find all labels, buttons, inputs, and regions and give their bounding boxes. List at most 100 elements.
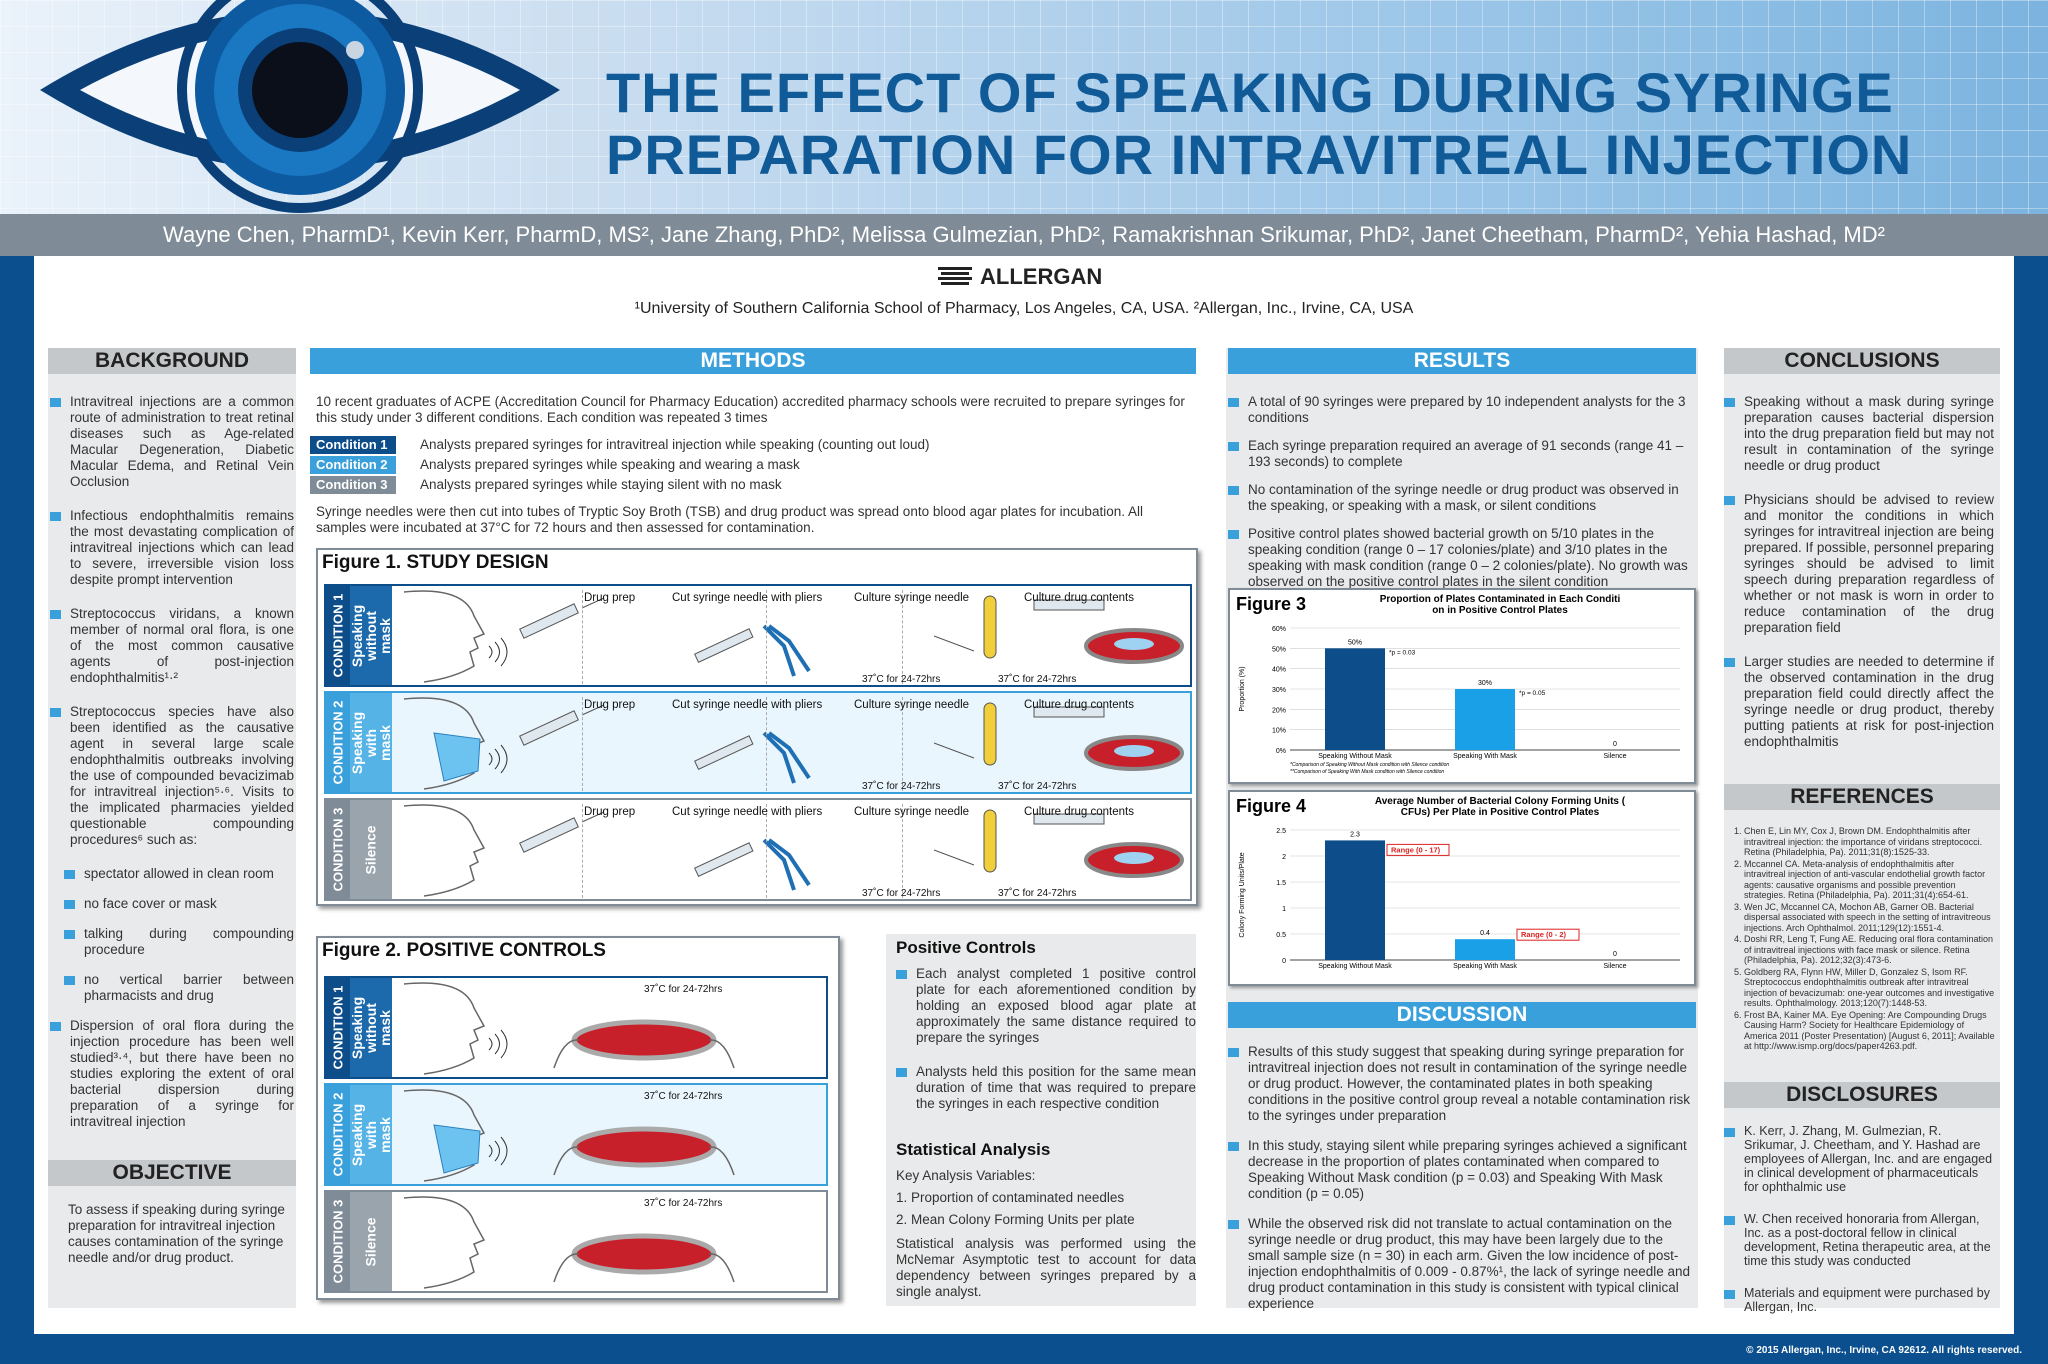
incubation-label: 37˚C for 24-72hrs: [644, 1091, 723, 1102]
mask-shape: [433, 1124, 481, 1174]
conclusions-item: Speaking without a mask during syringe p…: [1724, 394, 1994, 474]
y-tick-label: 30%: [1272, 687, 1286, 694]
tube-shape: [983, 595, 997, 659]
row-description: Silence: [350, 1192, 392, 1291]
row-condition-text: CONDITION 3: [330, 807, 346, 892]
row-description-text: Silence: [363, 824, 379, 875]
row-condition-text: CONDITION 1: [330, 593, 346, 678]
right-border: [2014, 256, 2048, 1334]
step-label: Drug prep: [584, 806, 636, 818]
chart-title-line: CFUs) Per Plate in Positive Control Plat…: [1401, 807, 1600, 818]
chart-title-line: Proportion of Plates Contaminated in Eac…: [1380, 594, 1621, 605]
step-divider: [582, 697, 583, 791]
reference-item: Mccannel CA. Meta-analysis of endophthal…: [1744, 859, 1996, 901]
hands-outline: [553, 1253, 735, 1283]
allergan-logo-icon: [938, 267, 972, 285]
drug-spread-shape: [1114, 745, 1154, 757]
sa-line: 2. Mean Colony Forming Units per plate: [896, 1212, 1135, 1227]
row-description: Speaking with mask: [349, 1085, 393, 1184]
incubation-label: 37˚C for 24-72hrs: [862, 674, 941, 685]
range-label: Range (0 - 2): [1521, 930, 1567, 939]
study-illustration: [403, 590, 1184, 683]
results-item: Positive control plates showed bacterial…: [1228, 526, 1696, 590]
row-condition-label: CONDITION 2: [326, 693, 350, 792]
y-tick-label: 2.5: [1276, 828, 1286, 835]
y-tick-label: 60%: [1272, 626, 1286, 633]
figure-1-row: CONDITION 3 Silence Drug prep Cut syringe n…: [324, 798, 1192, 901]
step-label: Drug prep: [584, 699, 636, 711]
discussion-item: Results of this study suggest that speak…: [1228, 1044, 1696, 1124]
step-label: Culture drug contents: [1024, 592, 1134, 604]
row-condition-label: CONDITION 2: [326, 1085, 350, 1184]
row-description-text: Silence: [363, 1216, 379, 1267]
syringe-shape: [1033, 599, 1105, 611]
chart-footnote: *Comparison of Speaking Without Mask con…: [1290, 762, 1449, 768]
methods-intro: 10 recent graduates of ACPE (Accreditati…: [316, 394, 1185, 425]
conclusions-heading: CONCLUSIONS: [1724, 348, 2000, 374]
background-heading: BACKGROUND: [48, 348, 296, 374]
syringe-shape: [694, 842, 754, 877]
x-tick-label: Silence: [1604, 963, 1627, 970]
pliers-shape: [762, 731, 811, 784]
x-tick-label: Speaking With Mask: [1453, 963, 1517, 970]
incubation-label: 37˚C for 24-72hrs: [644, 984, 723, 995]
y-tick-label: 2: [1282, 854, 1286, 861]
needle-shape: [581, 597, 605, 609]
face-outline: [403, 982, 486, 1075]
row-description-text: Speaking with mask: [349, 711, 393, 774]
significance-annotation: *p = 0.05: [1519, 690, 1546, 697]
row-description: Speaking without mask: [349, 978, 393, 1077]
authors: Wayne Chen, PharmD¹, Kevin Kerr, PharmD,…: [0, 214, 2048, 256]
background-list: Intravitreal injections are a common rou…: [50, 394, 294, 1148]
range-box: [1386, 843, 1450, 856]
condition-2-label: Condition 2: [310, 456, 396, 474]
figure-3: Figure 3 Proportion of Plates Contaminate…: [1228, 588, 1696, 784]
methods-after: Syringe needles were then cut into tubes…: [316, 504, 1143, 535]
step-label: Cut syringe needle with pliers: [672, 592, 823, 604]
results-item: A total of 90 syringes were prepared by …: [1228, 394, 1696, 426]
needle-shape: [581, 811, 605, 823]
row-condition-text: CONDITION 2: [330, 1092, 346, 1177]
conclusions-item: Physicians should be advised to review a…: [1724, 492, 1994, 636]
references-list: Chen E, Lin MY, Cox J, Brown DM. Endopht…: [1730, 826, 1996, 1053]
background-subitem: no vertical barrier between pharmacists …: [50, 972, 294, 1004]
row-condition-label: CONDITION 3: [326, 800, 350, 899]
discussion-item: While the observed risk did not translat…: [1228, 1216, 1696, 1312]
chart-footnote: **Comparison of Speaking With Mask condi…: [1290, 769, 1444, 775]
conclusions-item: Larger studies are needed to determine i…: [1724, 654, 1994, 750]
left-border: [0, 256, 34, 1334]
step-label: Culture syringe needle: [854, 806, 970, 818]
speech-waves: [488, 637, 508, 667]
study-illustration: [403, 804, 1184, 897]
needle-shape: [933, 849, 975, 866]
title-line-2: PREPARATION FOR INTRAVITREAL INJECTION: [606, 123, 1913, 186]
range-label: Range (0 - 17): [1391, 845, 1441, 854]
disclosures-heading: DISCLOSURES: [1724, 1082, 2000, 1108]
step-divider: [902, 590, 903, 684]
figure-1-row: CONDITION 1 Speaking without mask Drug pre…: [324, 584, 1192, 687]
figure-2-title: Figure 2. POSITIVE CONTROLS: [322, 940, 606, 961]
chart-label: Figure 4: [1236, 796, 1306, 816]
discussion-list: Results of this study suggest that speak…: [1228, 1044, 1696, 1330]
chart-label: Figure 3: [1236, 594, 1306, 614]
row-condition-label: CONDITION 3: [326, 1192, 350, 1291]
needle-shape: [933, 742, 975, 759]
step-divider: [766, 590, 767, 684]
syringe-shape: [694, 735, 754, 770]
footer-bar: [0, 1334, 2048, 1364]
row-description-text: Speaking without mask: [349, 996, 393, 1059]
row-condition-text: CONDITION 3: [330, 1199, 346, 1284]
study-illustration: [403, 697, 1184, 790]
conclusions-column: [1724, 348, 2000, 1308]
references-heading: REFERENCES: [1724, 784, 2000, 810]
mask-shape: [433, 732, 481, 782]
speech-waves: [488, 1136, 508, 1166]
row-condition-text: CONDITION 2: [330, 700, 346, 785]
affiliations: ¹University of Southern California Schoo…: [634, 300, 1414, 317]
bar: [1455, 689, 1515, 750]
results-item: No contamination of the syringe needle o…: [1228, 482, 1696, 514]
sa-line: Key Analysis Variables:: [896, 1168, 1036, 1183]
significance-annotation: *p = 0.03: [1389, 649, 1416, 656]
syringe-shape: [519, 817, 579, 853]
row-description: Silence: [350, 800, 392, 899]
